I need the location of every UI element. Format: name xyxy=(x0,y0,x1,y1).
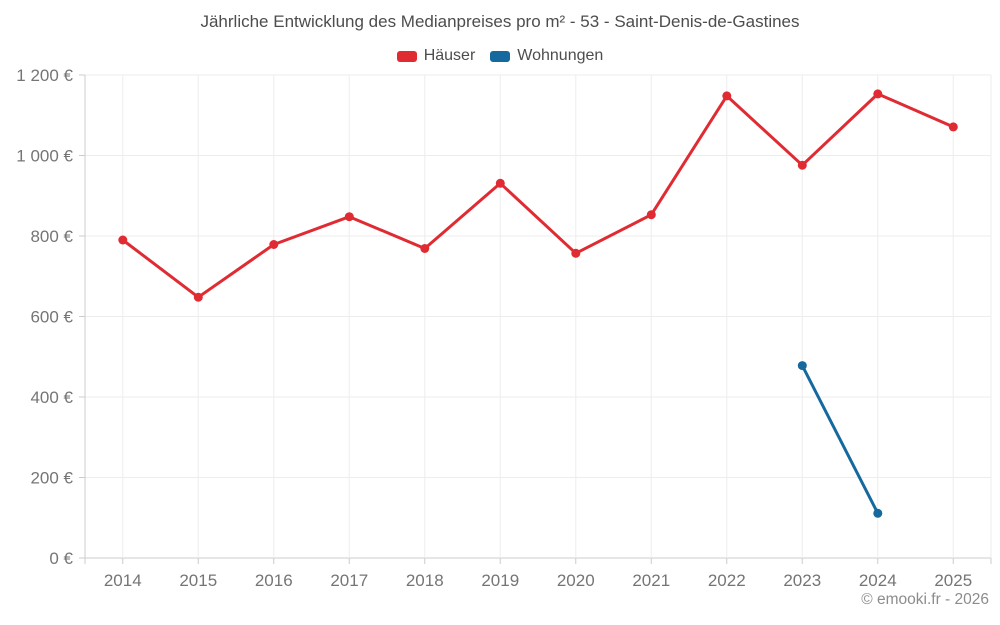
x-tick-label: 2023 xyxy=(783,571,821,590)
x-tick-label: 2025 xyxy=(934,571,972,590)
wohnungen-legend-swatch xyxy=(490,50,511,62)
data-point-wohnungen-2023[interactable] xyxy=(797,361,807,371)
legend-item-hauser[interactable]: Häuser xyxy=(396,47,476,65)
x-tick-label: 2024 xyxy=(859,571,897,590)
data-point-häuser-2019[interactable] xyxy=(495,178,505,188)
y-tick-label: 1 200 € xyxy=(16,66,73,85)
legend-item-wohnungen[interactable]: Wohnungen xyxy=(490,47,603,65)
data-point-häuser-2022[interactable] xyxy=(722,91,732,101)
y-tick-label: 400 € xyxy=(30,388,73,407)
x-tick-label: 2022 xyxy=(708,571,746,590)
data-point-häuser-2020[interactable] xyxy=(571,248,581,258)
y-tick-label: 200 € xyxy=(30,469,73,488)
data-point-häuser-2025[interactable] xyxy=(948,122,958,132)
chart-title: Jährliche Entwicklung des Medianpreises … xyxy=(200,12,800,31)
x-tick-label: 2018 xyxy=(406,571,444,590)
y-tick-label: 1 000 € xyxy=(16,147,73,166)
y-tick-label: 800 € xyxy=(30,227,73,246)
data-point-häuser-2016[interactable] xyxy=(269,240,279,249)
data-point-häuser-2018[interactable] xyxy=(420,244,430,253)
x-tick-label: 2015 xyxy=(179,571,217,590)
data-point-häuser-2015[interactable] xyxy=(193,292,203,302)
x-tick-label: 2016 xyxy=(255,571,293,590)
data-point-häuser-2017[interactable] xyxy=(344,212,354,222)
x-tick-label: 2017 xyxy=(330,571,368,590)
data-point-häuser-2021[interactable] xyxy=(646,210,656,220)
data-point-häuser-2024[interactable] xyxy=(873,89,883,99)
x-tick-label: 2019 xyxy=(481,571,519,590)
data-point-häuser-2023[interactable] xyxy=(797,160,807,170)
hauser-legend-swatch xyxy=(396,50,417,62)
y-tick-label: 600 € xyxy=(30,308,73,327)
series-line-wohnungen xyxy=(800,364,880,515)
data-point-wohnungen-2024[interactable] xyxy=(873,508,883,518)
chart-legend: Häuser Wohnungen xyxy=(0,47,1000,65)
hauser-legend-label: Häuser xyxy=(423,47,476,64)
data-point-häuser-2014[interactable] xyxy=(118,235,128,245)
x-tick-label: 2014 xyxy=(104,571,142,590)
y-tick-label: 0 € xyxy=(49,549,73,568)
copyright-text: © emooki.fr - 2026 xyxy=(861,591,989,608)
wohnungen-legend-label: Wohnungen xyxy=(517,47,604,64)
series-line-häuser xyxy=(121,92,955,299)
x-tick-label: 2021 xyxy=(632,571,670,590)
x-tick-label: 2020 xyxy=(557,571,595,590)
